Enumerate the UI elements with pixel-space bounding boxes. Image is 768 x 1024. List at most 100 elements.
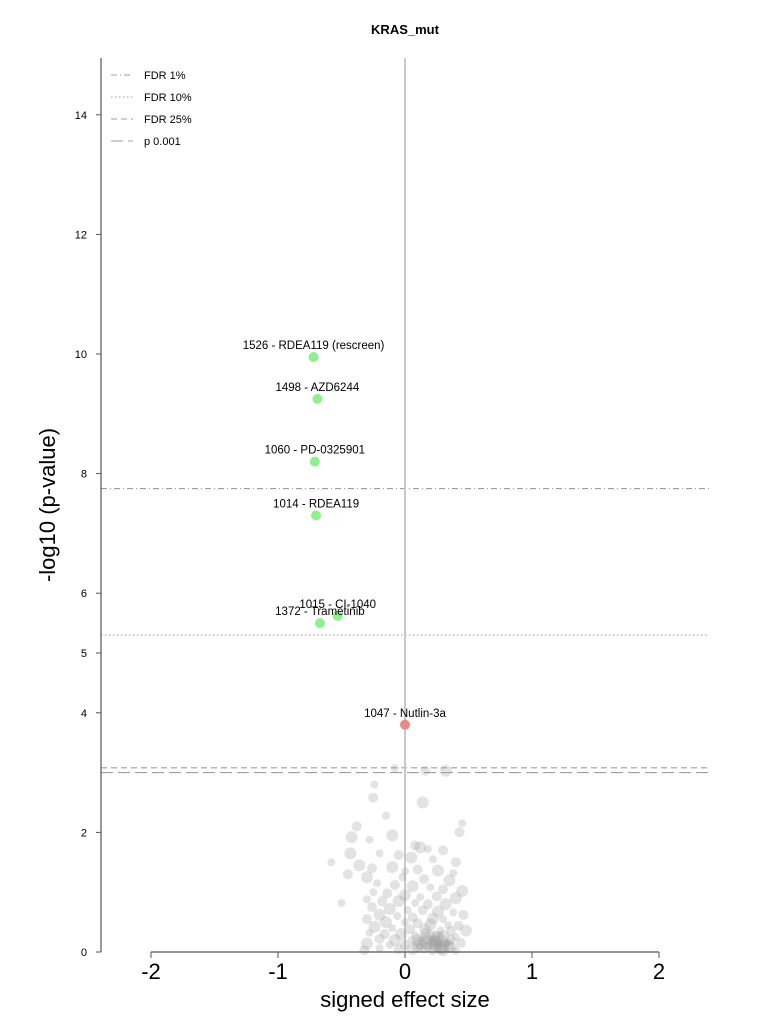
data-point xyxy=(327,858,336,867)
y-tick-label: 8 xyxy=(81,469,87,481)
data-point xyxy=(437,930,450,943)
data-point xyxy=(369,888,378,897)
data-point xyxy=(459,924,472,937)
data-point xyxy=(424,918,437,931)
data-point xyxy=(429,940,442,953)
data-point xyxy=(451,946,460,955)
data-point xyxy=(342,869,353,880)
data-point xyxy=(362,895,371,904)
x-tick-label: 1 xyxy=(526,959,538,984)
data-point xyxy=(411,898,420,907)
data-point xyxy=(442,940,455,953)
data-point xyxy=(379,929,390,940)
data-point xyxy=(454,827,465,838)
y-tick-label: 10 xyxy=(75,349,87,361)
data-point xyxy=(368,792,379,803)
data-point xyxy=(449,908,458,917)
data-point xyxy=(430,930,441,941)
significant-point xyxy=(309,456,320,467)
significant-point xyxy=(311,510,322,521)
data-point xyxy=(422,935,433,946)
data-point xyxy=(423,845,432,854)
data-point xyxy=(366,902,377,913)
data-point xyxy=(426,934,435,943)
significant-point xyxy=(312,393,323,404)
data-point xyxy=(419,874,430,885)
data-point xyxy=(393,850,404,861)
point-label: 1060 - PD-0325901 xyxy=(265,445,365,457)
data-point xyxy=(360,937,373,950)
data-point xyxy=(401,918,409,927)
data-point xyxy=(426,938,435,947)
data-point xyxy=(368,920,381,933)
data-point xyxy=(455,938,466,949)
data-point xyxy=(337,898,346,907)
point-label: 1372 - Trametinib xyxy=(275,606,365,618)
y-tick-label: 0 xyxy=(81,947,87,959)
data-point xyxy=(445,926,456,937)
data-point xyxy=(418,933,427,942)
data-point xyxy=(432,864,445,877)
data-point xyxy=(458,819,467,828)
data-point xyxy=(438,884,449,895)
data-point xyxy=(453,920,464,931)
data-point xyxy=(427,945,438,956)
data-point xyxy=(419,923,432,936)
data-point xyxy=(417,905,428,916)
data-point xyxy=(407,936,416,945)
data-point xyxy=(426,883,435,892)
data-point xyxy=(456,885,469,898)
data-point xyxy=(450,857,461,868)
x-tick-label: -1 xyxy=(268,959,288,984)
y-tick-label: 2 xyxy=(81,827,87,839)
data-point xyxy=(377,896,388,907)
data-point xyxy=(437,944,450,957)
data-point xyxy=(420,765,431,776)
legend-entry: FDR 10% xyxy=(144,92,192,104)
data-point xyxy=(403,906,412,915)
data-point xyxy=(414,937,427,950)
data-point xyxy=(385,940,394,949)
data-point xyxy=(432,931,445,944)
data-point xyxy=(420,927,431,938)
data-point xyxy=(417,936,428,947)
data-point xyxy=(449,869,458,878)
data-point xyxy=(393,912,402,921)
data-point xyxy=(395,928,408,941)
data-point xyxy=(375,944,384,953)
data-point xyxy=(401,867,409,876)
data-point xyxy=(432,905,445,918)
data-point xyxy=(373,879,382,888)
data-point xyxy=(458,909,469,920)
point-labels-layer: 1526 - RDEA119 (rescreen) 1498 - AZD6244 1… xyxy=(243,340,447,720)
point-label: 1015 - CI-1040 xyxy=(299,599,376,611)
data-point xyxy=(405,851,418,864)
data-point xyxy=(344,847,357,860)
data-point xyxy=(434,934,447,947)
data-point xyxy=(444,921,453,930)
data-point xyxy=(421,940,430,949)
data-point xyxy=(429,935,442,948)
legend-entry: FDR 25% xyxy=(144,114,192,126)
data-point xyxy=(389,880,400,891)
point-label: 1498 - AZD6244 xyxy=(275,382,359,394)
data-point xyxy=(375,849,384,858)
data-point xyxy=(411,940,424,953)
data-point xyxy=(411,934,424,947)
data-point xyxy=(383,902,396,915)
data-point xyxy=(360,871,373,884)
legend-entry: FDR 1% xyxy=(144,70,186,82)
chart-title: KRAS_mut xyxy=(371,22,440,37)
data-point xyxy=(433,938,444,949)
data-point xyxy=(386,829,399,842)
data-point xyxy=(444,941,457,954)
data-point xyxy=(405,924,416,935)
legend: FDR 1% FDR 10% FDR 25% p 0.001 xyxy=(111,70,192,148)
y-axis-label: -log10 (p-value) xyxy=(35,428,60,582)
data-point xyxy=(407,912,418,923)
data-point xyxy=(379,916,392,929)
points-layer xyxy=(308,351,472,957)
data-point xyxy=(351,821,362,832)
data-point xyxy=(406,880,419,893)
